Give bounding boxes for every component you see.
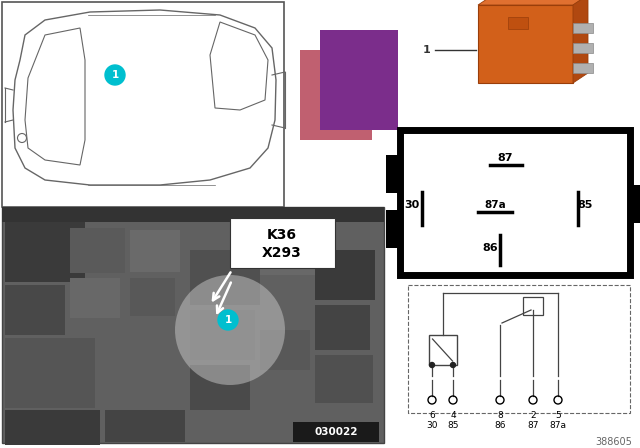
Bar bbox=[508, 17, 528, 29]
Bar bbox=[2, 207, 384, 443]
Bar bbox=[573, 23, 593, 33]
Bar bbox=[628, 185, 640, 223]
Bar bbox=[130, 230, 180, 272]
Text: K36: K36 bbox=[267, 228, 297, 242]
Bar bbox=[315, 355, 373, 403]
Polygon shape bbox=[573, 0, 588, 83]
Text: 5: 5 bbox=[555, 410, 561, 419]
Bar bbox=[230, 218, 335, 268]
Bar bbox=[260, 280, 310, 322]
Text: 87: 87 bbox=[497, 153, 513, 163]
Bar bbox=[190, 365, 250, 410]
Text: 030022: 030022 bbox=[314, 427, 358, 437]
Text: X293: X293 bbox=[262, 246, 302, 260]
Bar bbox=[70, 278, 120, 318]
Circle shape bbox=[429, 362, 435, 367]
Bar bbox=[293, 422, 379, 442]
Bar bbox=[429, 335, 456, 365]
Text: 2: 2 bbox=[530, 410, 536, 419]
Bar bbox=[386, 210, 402, 248]
Bar bbox=[5, 338, 95, 408]
Bar bbox=[190, 250, 260, 305]
Bar bbox=[300, 50, 372, 140]
Circle shape bbox=[451, 362, 456, 367]
Bar bbox=[5, 285, 65, 335]
Bar bbox=[315, 250, 375, 300]
Text: 388605: 388605 bbox=[595, 437, 632, 447]
Text: 1: 1 bbox=[111, 70, 118, 80]
Bar bbox=[408, 285, 630, 413]
Ellipse shape bbox=[175, 275, 285, 385]
Text: 87: 87 bbox=[527, 422, 539, 431]
Polygon shape bbox=[478, 0, 588, 5]
Bar bbox=[573, 43, 593, 53]
Text: 85: 85 bbox=[577, 200, 593, 210]
Bar bbox=[190, 310, 255, 360]
Bar bbox=[5, 222, 85, 282]
Bar bbox=[523, 297, 543, 315]
Bar bbox=[320, 30, 398, 130]
Text: 4: 4 bbox=[450, 410, 456, 419]
Text: 87a: 87a bbox=[550, 422, 566, 431]
Text: 86: 86 bbox=[482, 243, 498, 253]
Text: 86: 86 bbox=[494, 422, 506, 431]
Bar bbox=[5, 410, 100, 445]
Bar bbox=[260, 330, 310, 370]
Circle shape bbox=[105, 65, 125, 85]
Text: 1: 1 bbox=[225, 315, 232, 325]
Text: 6: 6 bbox=[429, 410, 435, 419]
Bar bbox=[2, 207, 384, 222]
Bar bbox=[260, 230, 315, 275]
Bar bbox=[315, 305, 370, 350]
Bar bbox=[386, 155, 402, 193]
Text: 30: 30 bbox=[404, 200, 420, 210]
Bar bbox=[2, 2, 284, 207]
Text: 85: 85 bbox=[447, 422, 459, 431]
Bar bbox=[70, 228, 125, 273]
Text: 8: 8 bbox=[497, 410, 503, 419]
Bar bbox=[130, 278, 175, 316]
Bar bbox=[573, 63, 593, 73]
Bar bbox=[105, 410, 185, 442]
Bar bbox=[478, 5, 573, 83]
Text: 30: 30 bbox=[426, 422, 438, 431]
Text: 87a: 87a bbox=[484, 200, 506, 210]
Text: 1: 1 bbox=[422, 45, 430, 55]
Circle shape bbox=[218, 310, 238, 330]
Bar bbox=[400, 130, 630, 275]
